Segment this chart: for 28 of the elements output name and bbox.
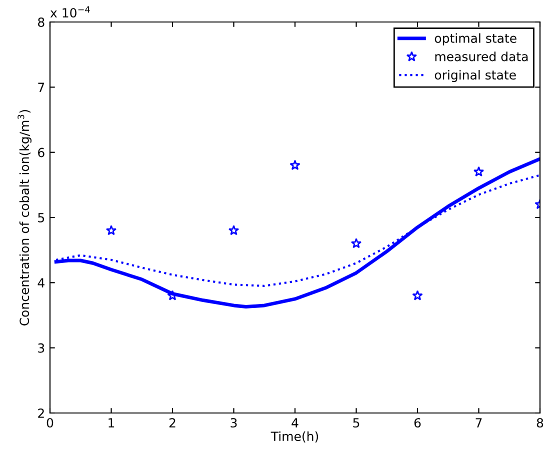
text: x 10$^{−4}$	[50, 6, 90, 18]
point	[106, 224, 117, 236]
x-axis-title: Time(h)	[270, 431, 318, 442]
y-tick-label: 6	[38, 148, 44, 158]
x-tick-label: 3	[230, 418, 237, 428]
y-tick-label: 5	[38, 213, 44, 222]
y-tick-label: 2	[38, 408, 44, 418]
y-tick-label: 4	[38, 278, 44, 288]
point	[290, 160, 300, 170]
x-tick-label: 1	[108, 418, 114, 428]
point	[473, 166, 484, 177]
point	[228, 224, 240, 236]
point	[350, 238, 362, 248]
x-tick-label: 2	[169, 418, 176, 428]
x-tick-label: 6	[414, 418, 421, 428]
x-tick-label: 4	[292, 418, 298, 428]
y-tick-label: 3	[38, 343, 44, 353]
x-tick-label: 7	[476, 418, 482, 428]
point	[412, 290, 423, 300]
legend-label: measured data	[435, 52, 528, 62]
y-tick-label: 8	[38, 17, 44, 27]
y-tick-label: 7	[38, 82, 44, 92]
x-tick-label: 5	[353, 418, 360, 428]
legend-label: original state	[434, 70, 516, 82]
legend-label: optimal state	[434, 33, 516, 46]
x-tick-label: 0	[46, 418, 54, 428]
x-tick-label: 8	[536, 418, 544, 428]
y-axis-title: Concentration of cobalt ion(kg/m$^{3}$)	[18, 110, 32, 326]
